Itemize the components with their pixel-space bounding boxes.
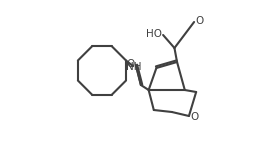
Text: O: O — [127, 59, 135, 69]
Text: O: O — [195, 16, 203, 26]
Text: O: O — [191, 112, 199, 122]
Text: NH: NH — [126, 62, 142, 72]
Text: HO: HO — [146, 29, 162, 39]
